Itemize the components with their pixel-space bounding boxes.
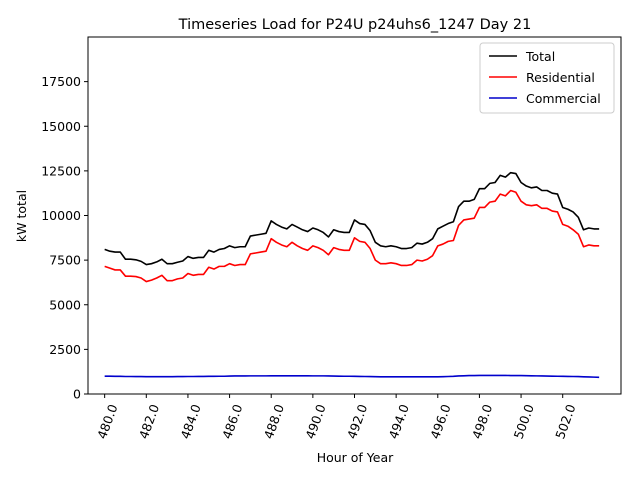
- y-tick-label: 10000: [41, 208, 81, 223]
- y-tick-label: 7500: [49, 253, 81, 268]
- y-axis-label: kW total: [14, 190, 29, 242]
- legend: Total Residential Commercial: [479, 42, 615, 114]
- series-layer: [104, 171, 600, 379]
- series-line-residential: [104, 189, 600, 283]
- y-tick-label: 0: [73, 387, 81, 402]
- y-axis-ticks: 0 2500 5000 7500 10000 12500 15000 17500: [41, 74, 88, 402]
- legend-label-total: Total: [525, 49, 555, 64]
- y-tick-label: 5000: [49, 297, 81, 312]
- legend-label-residential: Residential: [526, 70, 595, 85]
- y-tick-label: 17500: [41, 74, 81, 89]
- legend-box: [479, 42, 615, 114]
- x-axis-label: Hour of Year: [317, 450, 394, 465]
- legend-label-commercial: Commercial: [526, 91, 601, 106]
- y-tick-label: 2500: [49, 342, 81, 357]
- chart-title: Timeseries Load for P24U p24uhs6_1247 Da…: [178, 17, 532, 33]
- series-line-total: [104, 171, 600, 266]
- series-line-commercial: [104, 374, 600, 379]
- y-tick-label: 15000: [41, 119, 81, 134]
- y-tick-label: 12500: [41, 163, 81, 178]
